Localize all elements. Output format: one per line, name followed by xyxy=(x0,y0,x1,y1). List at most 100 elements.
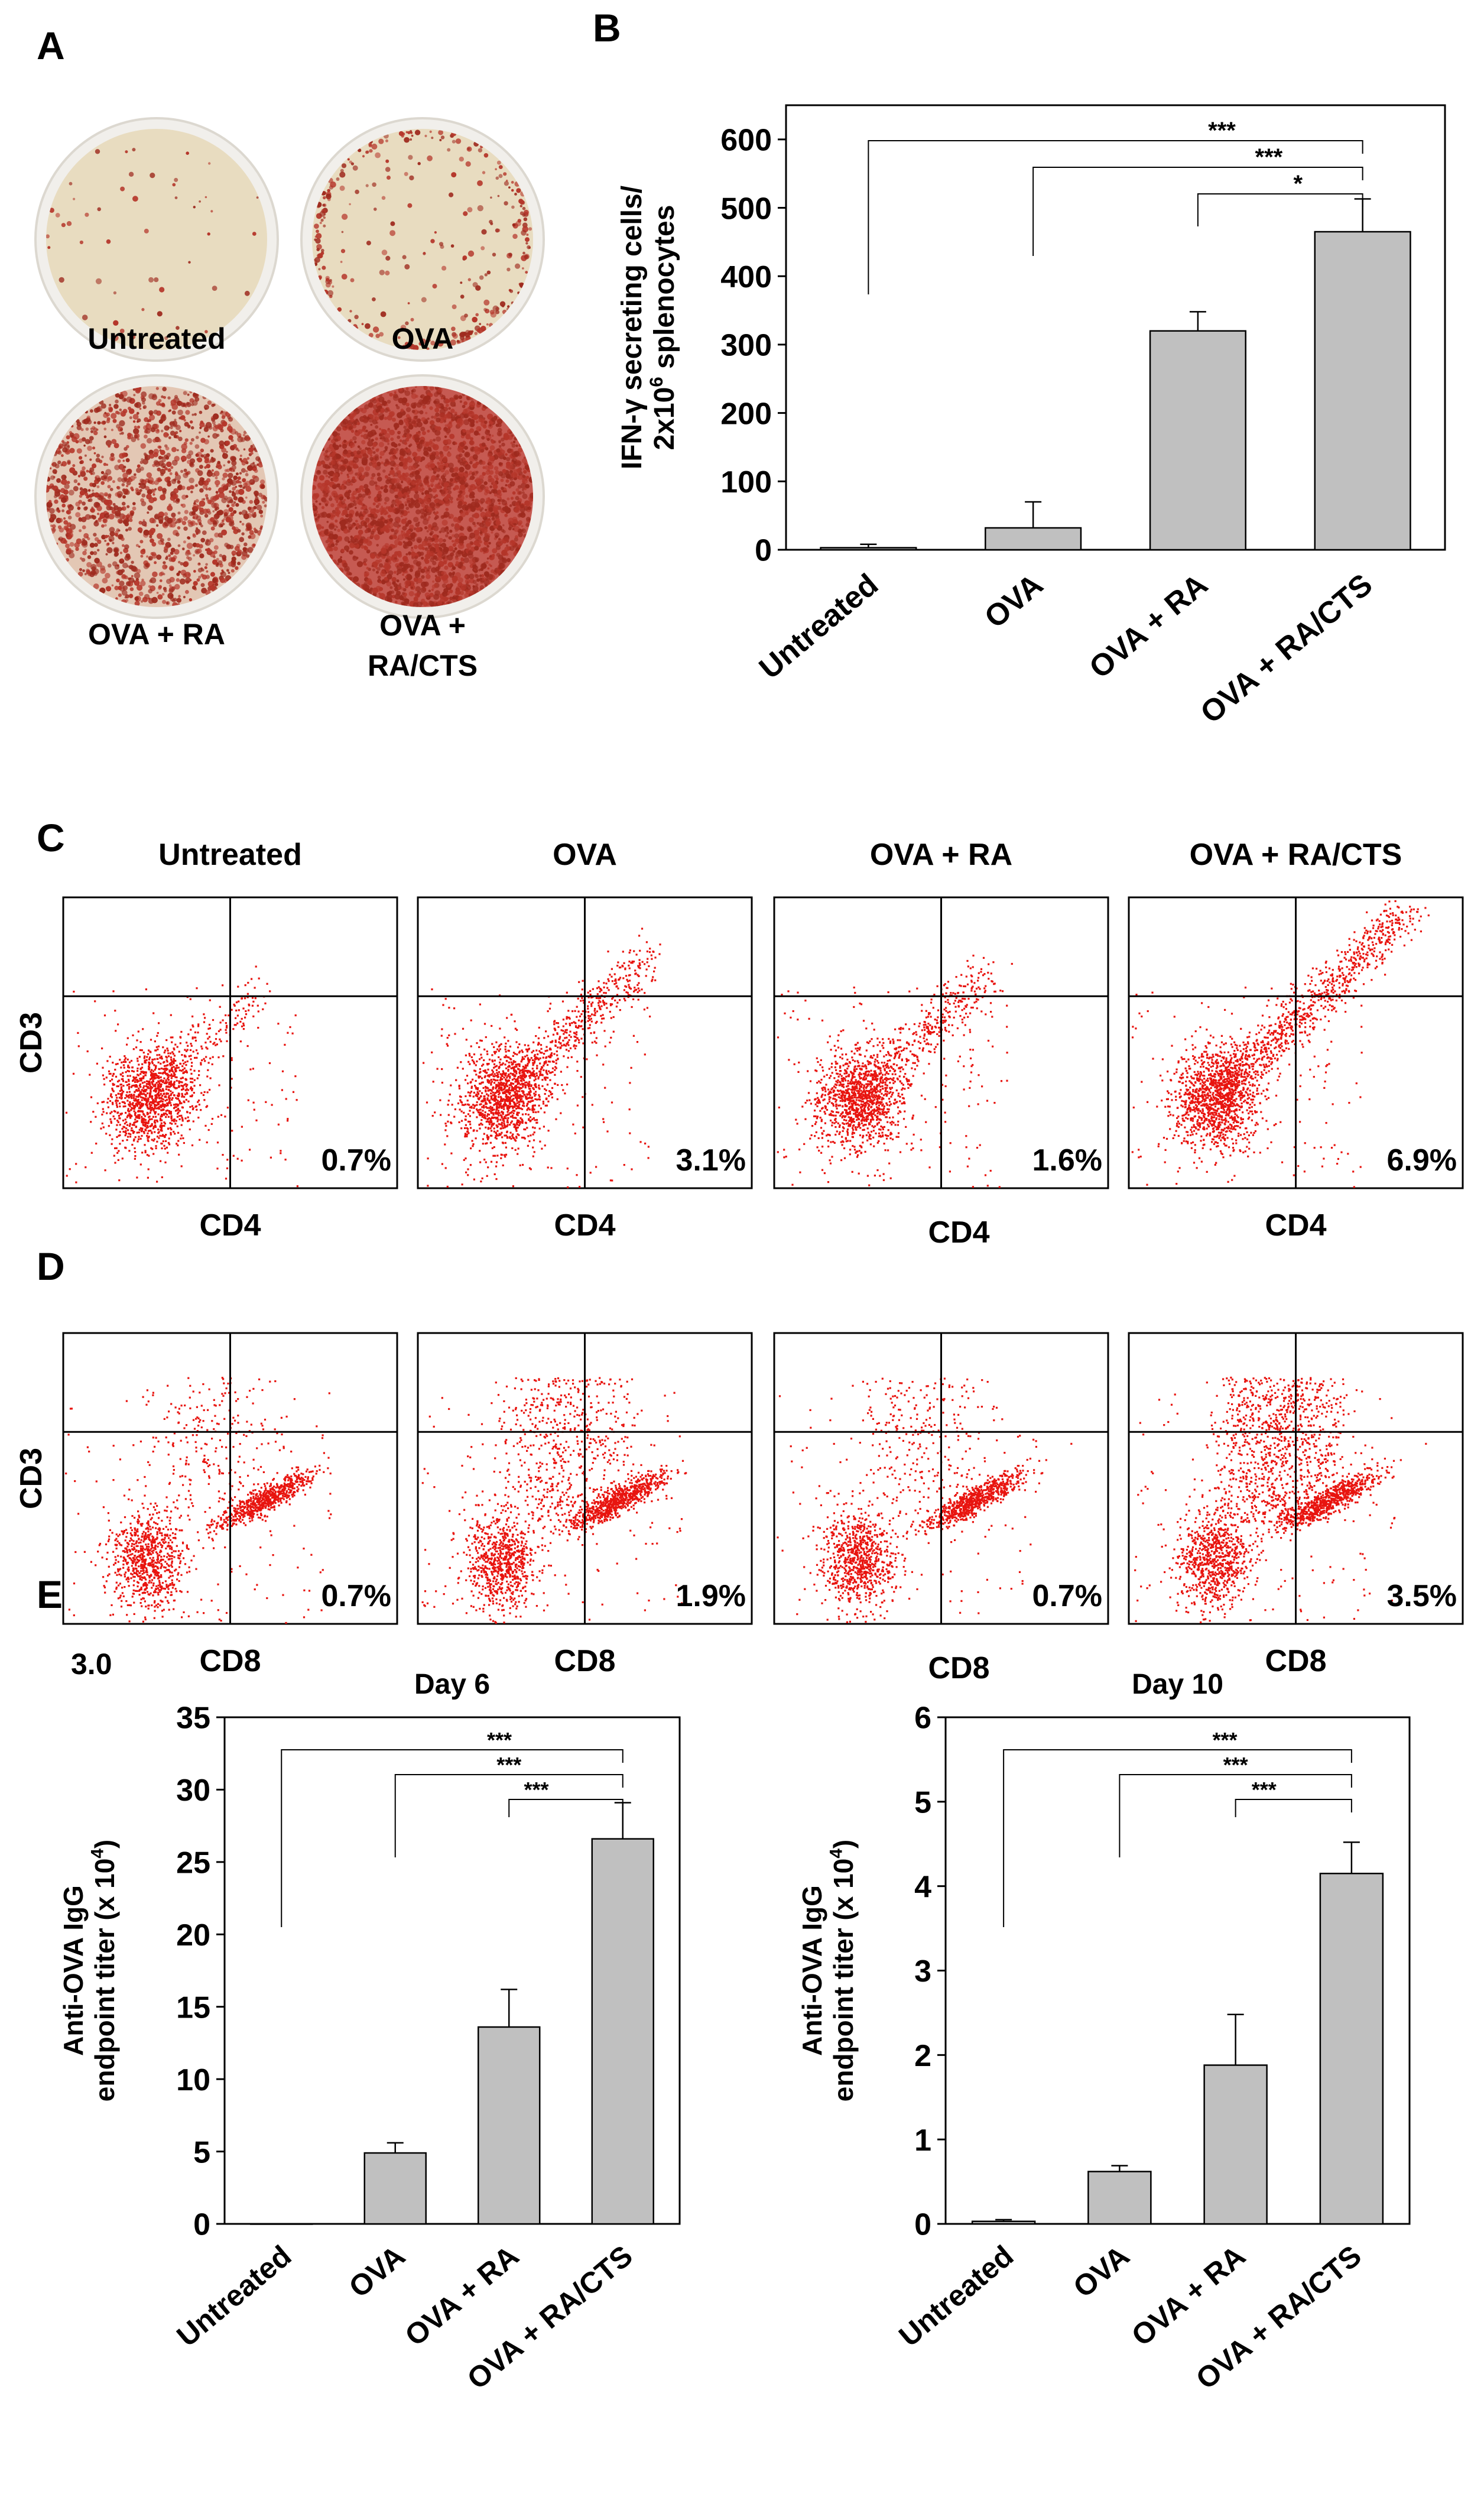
well-spot xyxy=(515,535,518,539)
event-dot xyxy=(123,1066,125,1069)
well-spot xyxy=(365,530,368,534)
well-spot xyxy=(211,403,215,407)
well-spot xyxy=(480,449,485,453)
well-spot xyxy=(167,537,171,541)
well-spot xyxy=(201,498,204,501)
event-dot xyxy=(125,1127,128,1130)
well-spot xyxy=(507,464,513,470)
well-spot xyxy=(432,560,437,566)
well-spot xyxy=(122,495,126,499)
well-spot xyxy=(491,513,495,517)
well-spot xyxy=(434,499,439,504)
well-spot xyxy=(183,540,186,544)
well-spot xyxy=(361,457,368,463)
well-spot xyxy=(431,537,435,541)
event-dot xyxy=(200,1092,203,1094)
well-spot xyxy=(441,591,448,597)
well-spot xyxy=(414,129,421,135)
event-dot xyxy=(89,1074,91,1076)
well-2 xyxy=(34,374,279,619)
well-spot xyxy=(416,402,422,408)
well-spot xyxy=(210,210,213,213)
well-spot xyxy=(501,437,505,442)
well-spot xyxy=(379,450,385,456)
event-dot xyxy=(112,1075,114,1077)
well-spot xyxy=(493,493,498,497)
well-spot xyxy=(101,524,105,528)
well-spot xyxy=(158,455,163,460)
well-spot xyxy=(497,489,502,494)
well-spot xyxy=(374,456,379,461)
well-spot xyxy=(111,413,117,419)
well-spot xyxy=(378,491,382,495)
well-spot xyxy=(73,433,80,440)
well-spot xyxy=(421,547,426,550)
well-spot xyxy=(113,291,117,295)
well-spot xyxy=(183,561,189,567)
well-spot xyxy=(493,474,498,479)
well-spot xyxy=(405,570,408,574)
event-dot xyxy=(124,1055,126,1058)
well-spot xyxy=(429,439,433,443)
well-spot xyxy=(523,217,528,222)
well-spot xyxy=(369,541,372,544)
well-spot xyxy=(84,549,87,552)
well-spot xyxy=(459,157,464,162)
well-spot xyxy=(174,395,178,399)
well-spot xyxy=(451,172,457,178)
well-spot xyxy=(212,286,217,291)
well-spot xyxy=(109,407,113,411)
well-spot xyxy=(410,548,414,552)
well-spot xyxy=(428,515,431,519)
event-dot xyxy=(133,1110,135,1113)
well-spot xyxy=(364,404,369,410)
event-dot xyxy=(155,1104,158,1107)
well-spot xyxy=(224,543,229,547)
well-spot xyxy=(333,546,338,551)
well-spot xyxy=(322,265,326,270)
event-dot xyxy=(126,1116,128,1118)
well-spot xyxy=(464,452,470,458)
well-spot xyxy=(142,458,148,465)
well-spot xyxy=(437,387,443,393)
event-dot xyxy=(132,1097,135,1099)
event-dot xyxy=(163,1092,165,1095)
event-dot xyxy=(170,1077,173,1079)
well-spot xyxy=(425,452,430,458)
well-spot xyxy=(220,429,224,433)
well-label-line1: OVA + xyxy=(379,609,466,642)
well-spot xyxy=(57,461,61,465)
well-spot xyxy=(180,469,184,474)
well-spot xyxy=(365,323,371,329)
well-spot xyxy=(207,232,210,236)
well-spot xyxy=(109,506,113,511)
well-spot xyxy=(447,490,452,494)
well-spot xyxy=(243,513,249,520)
well-spot xyxy=(467,553,474,559)
well-spot xyxy=(491,417,496,422)
well-spot xyxy=(520,511,525,516)
well-spot xyxy=(199,500,206,507)
well-spot xyxy=(347,478,351,482)
event-dot xyxy=(138,1087,140,1089)
well-spot xyxy=(215,563,219,567)
well-spot xyxy=(457,543,465,549)
well-spot xyxy=(384,408,389,413)
well-spot xyxy=(466,585,472,591)
well-spot xyxy=(90,427,93,430)
well-spot xyxy=(339,171,346,178)
well-spot xyxy=(378,413,385,419)
well-spot xyxy=(384,446,388,450)
well-spot xyxy=(398,492,402,495)
well-spot xyxy=(363,546,368,551)
well-spot xyxy=(437,340,444,347)
well-spot xyxy=(336,426,342,432)
event-dot xyxy=(147,1136,150,1139)
well-spot xyxy=(154,561,157,565)
well-spot xyxy=(469,488,472,491)
event-dot xyxy=(160,1122,163,1124)
well-spot xyxy=(317,515,320,518)
well-spot xyxy=(415,509,421,515)
well-spot xyxy=(170,597,175,602)
